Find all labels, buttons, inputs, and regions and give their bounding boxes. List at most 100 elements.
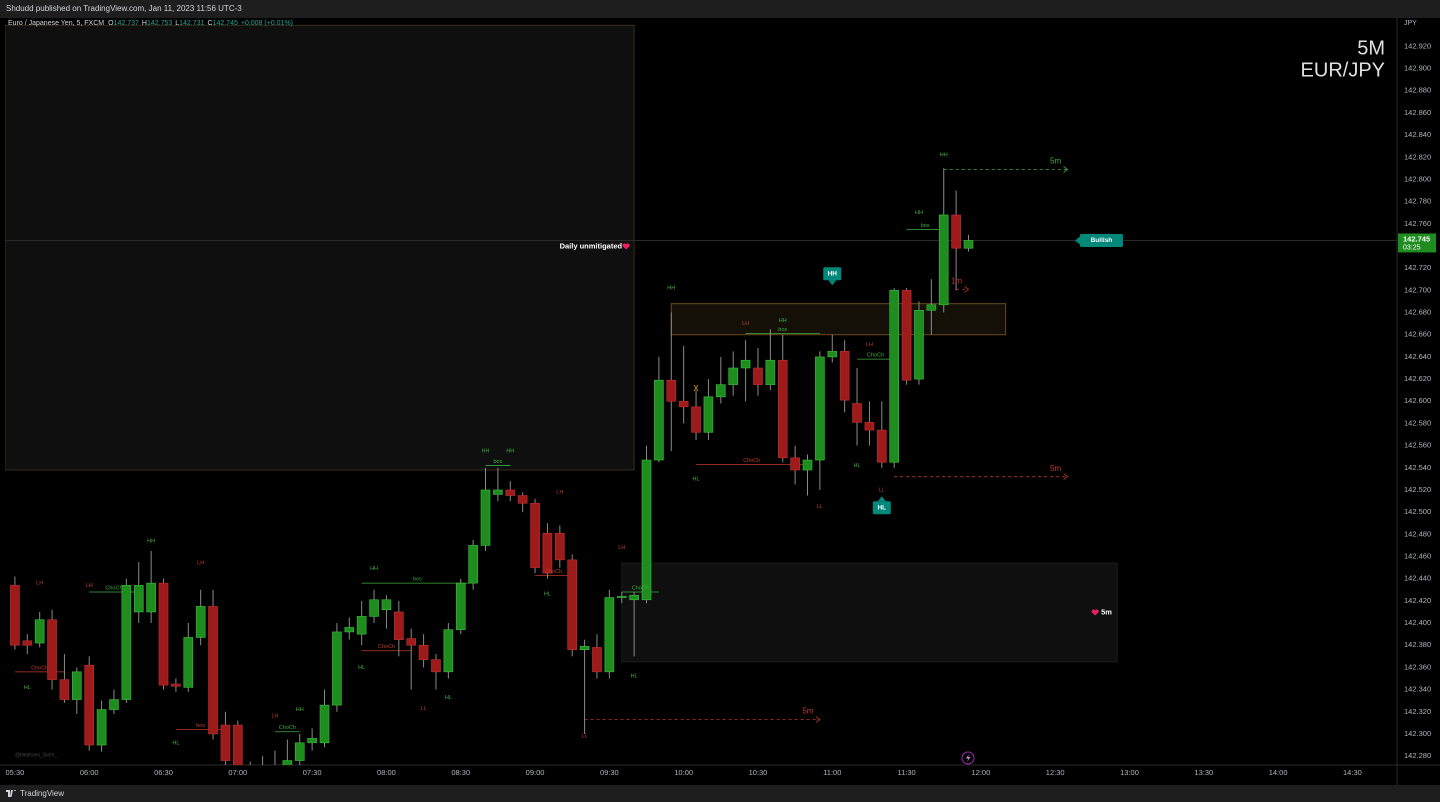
y-tick-label: 142.900 <box>1404 64 1431 73</box>
level-label: bos <box>778 327 787 333</box>
candle-body <box>666 379 677 402</box>
structure-label: HH <box>147 538 155 544</box>
y-tick-label: 142.840 <box>1404 130 1431 139</box>
structure-label: HL <box>24 685 31 691</box>
footer: TradingView <box>0 785 1440 802</box>
level-label: ChoCh <box>105 585 122 591</box>
currency-label: JPY <box>1404 20 1417 27</box>
candle-body <box>96 709 107 746</box>
structure-label: LH <box>556 490 563 496</box>
x-tick-label: 13:00 <box>1120 768 1139 777</box>
event-icon[interactable] <box>961 751 975 765</box>
candle-body <box>926 304 937 311</box>
candle-body <box>728 367 738 385</box>
level-label: bos <box>921 223 930 229</box>
candle-body <box>381 599 392 611</box>
structure-label: LL <box>421 706 427 712</box>
candle-body <box>901 290 912 381</box>
candle-body <box>641 459 652 601</box>
structure-label: HL <box>631 674 638 680</box>
y-tick-label: 142.380 <box>1404 640 1431 649</box>
badge-label: HL <box>877 504 886 511</box>
signal-badge <box>823 267 842 281</box>
candle-body <box>604 597 615 673</box>
candle-body <box>852 403 862 423</box>
level-label: ChoCh <box>31 665 48 671</box>
x-tick-label: 12:00 <box>971 768 990 777</box>
candle-body <box>294 742 305 761</box>
y-tick-label: 142.560 <box>1404 441 1431 450</box>
y-tick-label: 142.480 <box>1404 529 1431 538</box>
candle-body <box>616 596 627 598</box>
candle-body <box>678 400 689 408</box>
candle-body <box>555 532 565 561</box>
structure-label: HH <box>940 153 948 159</box>
candle-body <box>592 647 602 673</box>
candle-body <box>282 760 293 765</box>
level-label: ChoCh <box>632 585 649 591</box>
level-label: 1m <box>951 276 962 285</box>
candle-body <box>530 502 540 568</box>
heart-icon <box>1091 609 1099 616</box>
y-tick-label: 142.800 <box>1404 174 1431 183</box>
structure-label: LH <box>86 583 93 589</box>
level-arrow <box>964 285 970 293</box>
candle-body <box>567 559 578 650</box>
structure-label: HH <box>296 707 304 713</box>
y-tick-label: 142.880 <box>1404 86 1431 95</box>
x-tick-label: 07:30 <box>303 768 322 777</box>
candle-body <box>480 489 491 546</box>
structure-label: LL <box>879 487 885 493</box>
legend-value: 142.737 <box>114 20 139 27</box>
signal-badge <box>872 501 891 515</box>
x-tick-label: 11:00 <box>823 768 841 777</box>
zone-label: 5m <box>1101 608 1112 617</box>
candle-body <box>839 351 850 401</box>
candle-body <box>22 640 33 646</box>
candle-body <box>889 290 899 463</box>
structure-label: LL <box>817 504 823 510</box>
level-label: 5m <box>802 707 813 716</box>
candle-body <box>777 359 788 459</box>
y-tick-label: 142.580 <box>1404 418 1431 427</box>
brand-name: TradingView <box>20 789 65 798</box>
candle-body <box>394 611 404 640</box>
candle-body <box>418 644 429 660</box>
structure-label: X <box>693 384 699 393</box>
zone-label: Daily unmitigated <box>560 241 623 250</box>
watermark: @Hephaes_Siem_ <box>15 752 57 758</box>
level-arrow <box>1063 473 1069 480</box>
candle-body <box>72 671 82 700</box>
y-tick-label: 142.680 <box>1404 308 1431 317</box>
x-tick-label: 05:30 <box>6 768 25 777</box>
zone <box>670 303 1007 336</box>
candle-body <box>332 631 342 706</box>
candle-body <box>84 664 95 746</box>
candle-body <box>443 629 454 673</box>
x-tick-label: 11:30 <box>897 768 915 777</box>
y-tick-label: 142.440 <box>1404 574 1431 583</box>
legend-value: 142.731 <box>179 20 204 27</box>
legend-key: C <box>207 20 212 27</box>
event-bolt <box>966 754 971 762</box>
candle-body <box>146 582 156 613</box>
candle-body <box>827 351 838 358</box>
badge-label: Bullish <box>1091 237 1113 244</box>
candle-body <box>455 582 466 631</box>
candle-body <box>468 545 478 584</box>
structure-label: LH <box>618 545 625 551</box>
y-tick-label: 142.600 <box>1404 396 1431 405</box>
candle-body <box>369 599 379 617</box>
structure-label: LH <box>271 714 278 720</box>
candle-body <box>703 396 714 433</box>
structure-label: HH <box>779 318 787 324</box>
structure-label: HH <box>915 210 923 216</box>
y-tick-label: 142.860 <box>1404 108 1431 117</box>
candle-body <box>344 627 355 633</box>
candle-body <box>493 489 503 495</box>
x-tick-label: 08:00 <box>377 768 396 777</box>
y-tick-label: 142.400 <box>1404 618 1431 627</box>
candle-body <box>765 359 776 385</box>
x-tick-label: 10:30 <box>749 768 768 777</box>
